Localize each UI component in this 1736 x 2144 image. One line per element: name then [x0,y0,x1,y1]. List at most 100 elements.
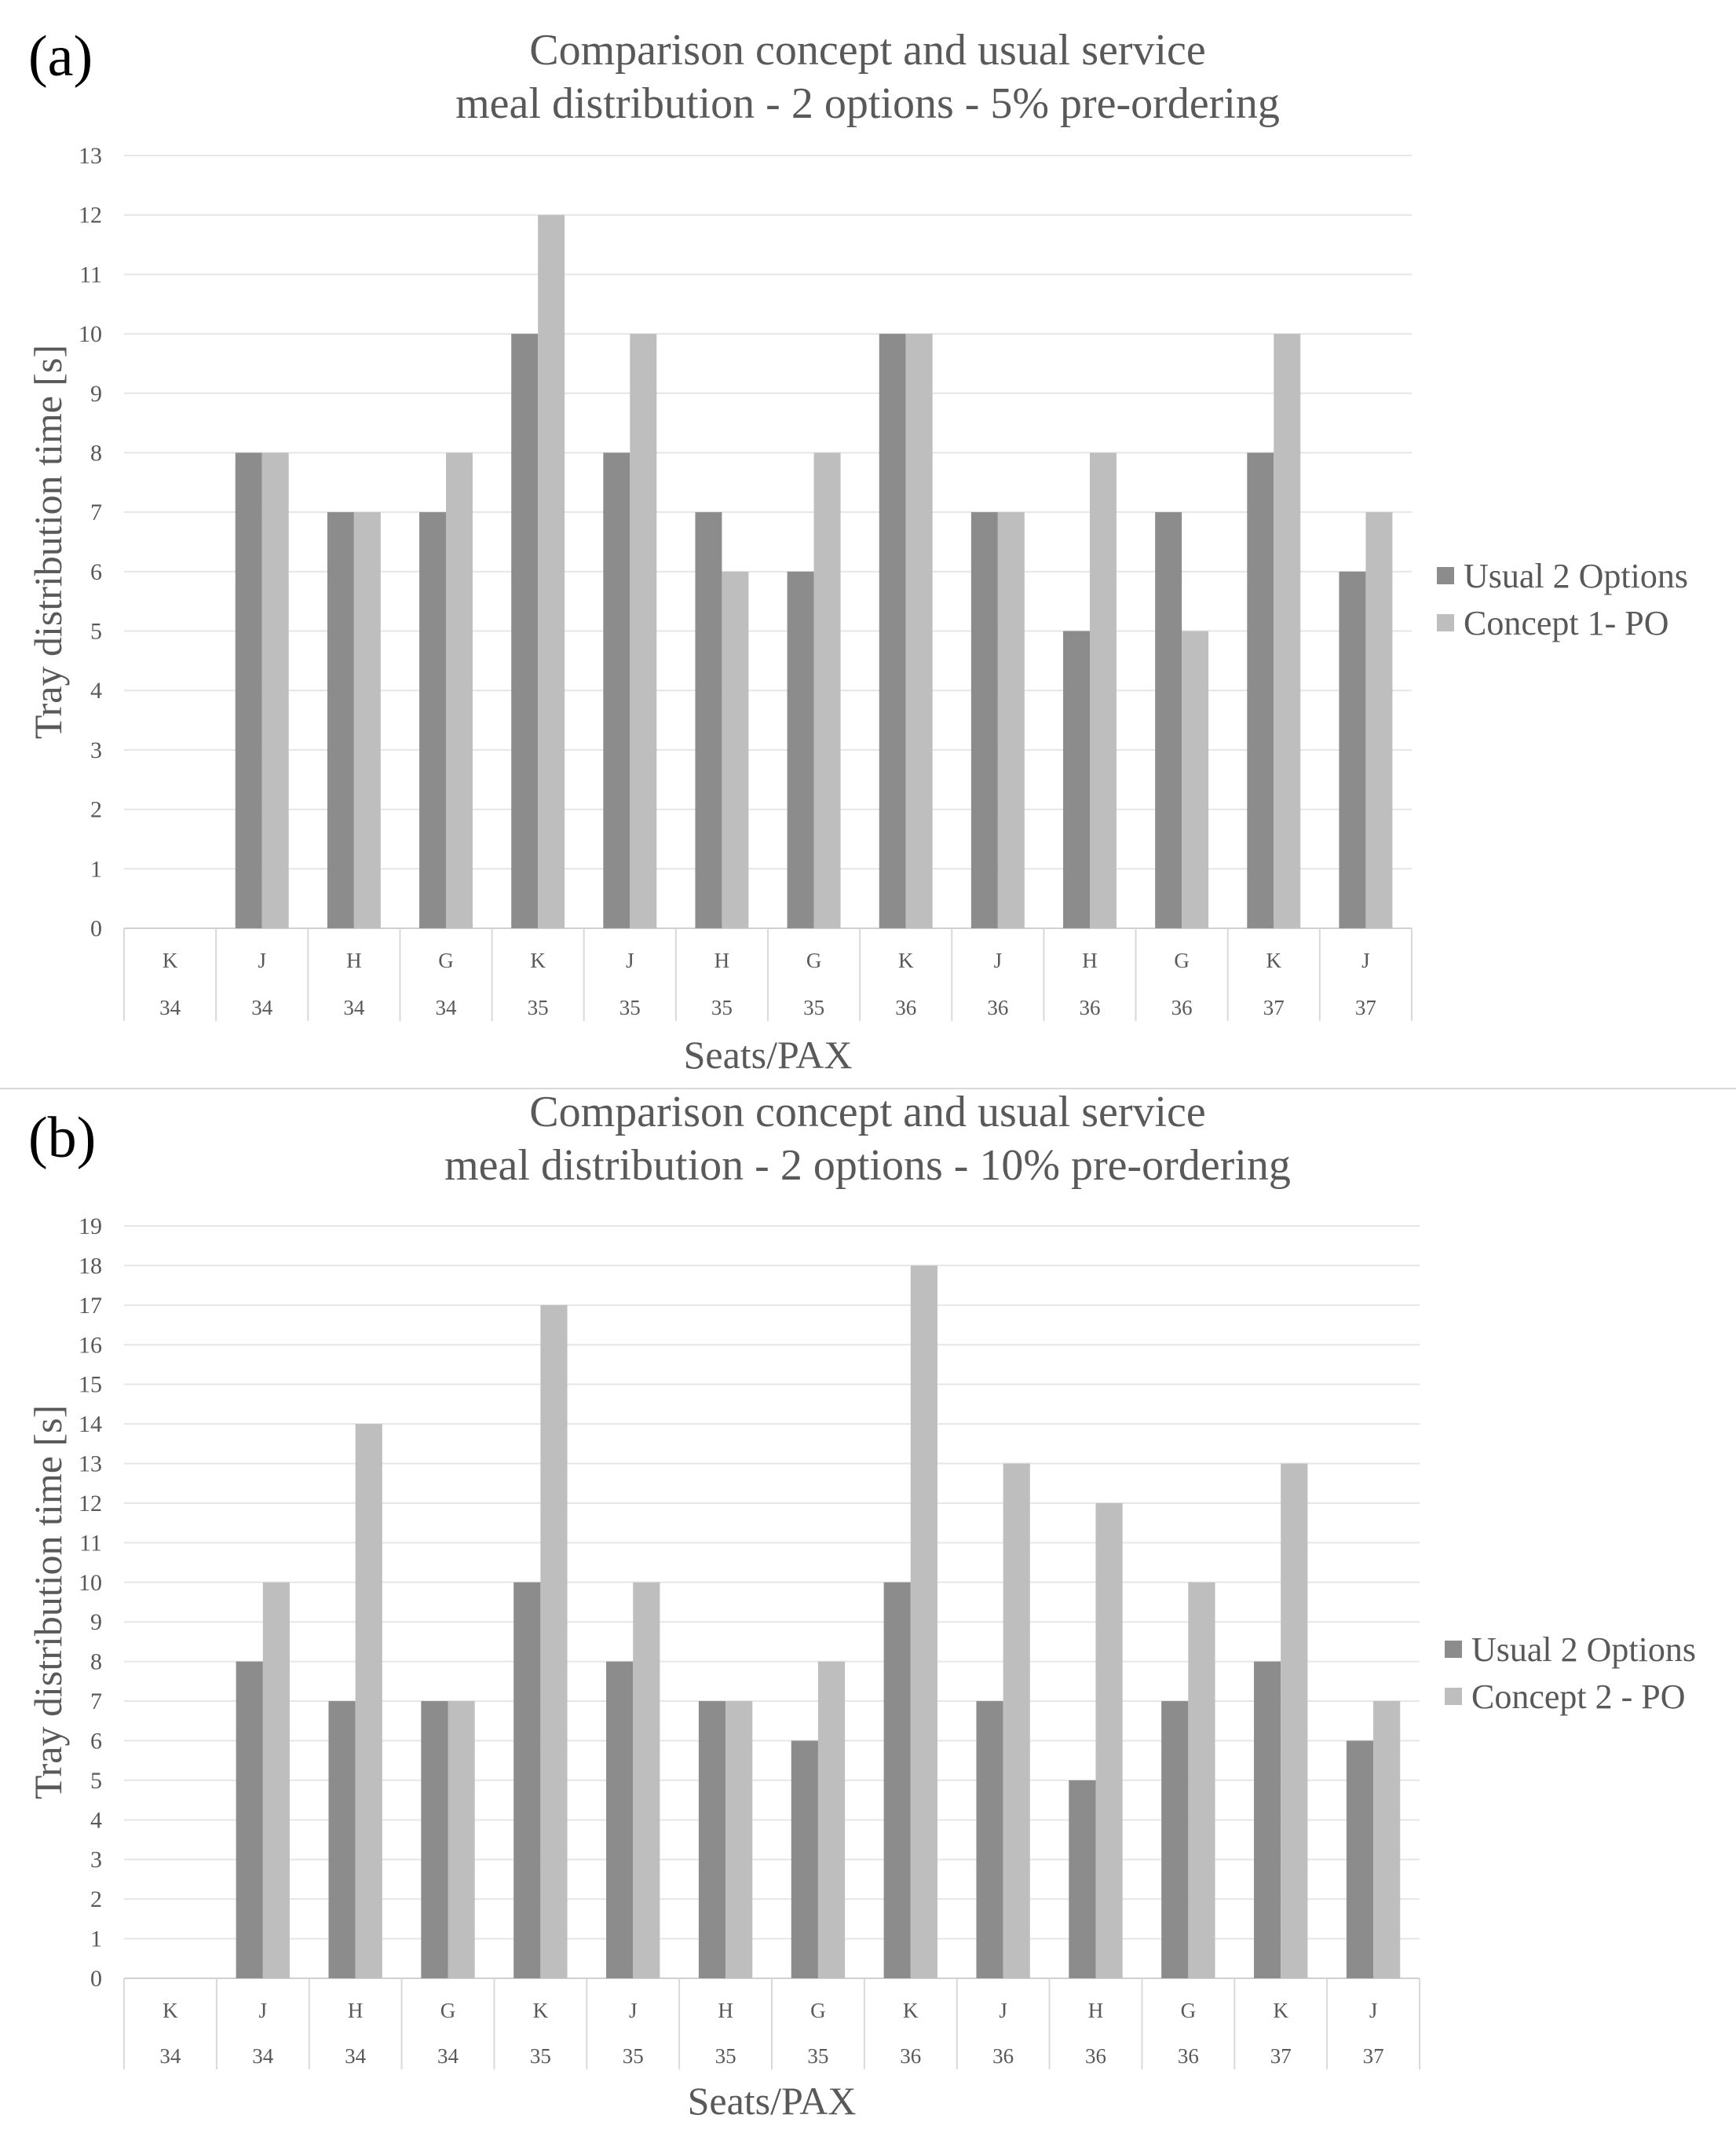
chart-a-xtick-seat-2: H [346,949,362,972]
chart-a-ytick-6: 6 [90,559,102,585]
chart-a-bar-usual-H34-2 [327,512,354,928]
chart-a-xtick-row-13: 37 [1355,996,1376,1019]
chart-a-ytick-11: 11 [79,262,102,287]
chart-b-xtick-seat-2: H [348,1999,364,2022]
chart-b-legend-swatch-concept [1445,1688,1462,1705]
chart-a-bar-concept-J35-5 [630,334,657,929]
chart-a-xtick-row-1: 34 [251,996,273,1019]
chart-a-bar-concept-J37-13 [1365,512,1393,928]
chart-a-xtick-row-5: 35 [619,996,641,1019]
chart-b-bar-concept-H34-2 [355,1424,382,1978]
chart-a-bar-usual-J37-13 [1339,571,1366,928]
chart-b-bar-concept-K36-8 [910,1265,937,1978]
chart-a-xtick-seat-10: H [1082,949,1098,972]
chart-b-ytick-7: 7 [90,1688,102,1714]
chart-a-xtick-row-0: 34 [159,996,181,1019]
chart-b-bar-usual-K35-4 [513,1582,541,1978]
chart-b-bar-usual-J34-1 [236,1661,263,1978]
chart-a-y-axis-title: Tray distribution time [s] [26,345,70,739]
chart-b-xtick-row-10: 36 [1085,2044,1106,2068]
chart-a-xtick-seat-0: K [163,949,178,972]
chart-b-ytick-8: 8 [90,1649,102,1675]
chart-a-ytick-7: 7 [90,499,102,525]
chart-b-ytick-16: 16 [79,1332,102,1358]
chart-a-bar-concept-K36-8 [905,334,933,929]
chart-a-xtick-seat-6: H [715,949,730,972]
chart-a-xtick-row-9: 36 [987,996,1008,1019]
chart-b-ytick-3: 3 [90,1847,102,1873]
chart-a-ytick-4: 4 [90,678,102,704]
chart-b-ytick-5: 5 [90,1768,102,1794]
chart-b-xtick-seat-6: H [718,1999,733,2022]
chart-panel-b: (b) Comparison concept and usual service… [0,1089,1736,2144]
chart-b-xtick-seat-4: K [533,1999,549,2022]
chart-b-xtick-row-0: 34 [159,2044,181,2068]
chart-b-bar-usual-J37-13 [1346,1740,1374,1978]
chart-a-ytick-12: 12 [79,203,102,229]
chart-b-bar-concept-G36-11 [1188,1582,1215,1978]
chart-b-xtick-seat-8: K [903,1999,919,2022]
chart-b-xtick-row-9: 36 [992,2044,1014,2068]
chart-b-ytick-4: 4 [90,1807,102,1833]
chart-a-bar-usual-K35-4 [511,334,539,929]
chart-b-ytick-10: 10 [79,1570,102,1596]
chart-a-legend-swatch-concept [1437,614,1454,631]
chart-b-ytick-17: 17 [79,1293,102,1319]
chart-a-ytick-8: 8 [90,440,102,466]
chart-b-xtick-seat-1: J [259,1999,268,2022]
chart-b-ytick-2: 2 [90,1886,102,1912]
chart-b-ytick-0: 0 [90,1966,102,1992]
chart-a-xtick-row-4: 35 [528,996,549,1019]
chart-b-svg: Comparison concept and usual service meal… [26,1089,1696,2123]
chart-a-ytick-1: 1 [90,856,102,882]
chart-b-bar-concept-J35-5 [633,1582,660,1978]
chart-b-xtick-seat-3: G [440,1999,456,2022]
chart-panel-a: (a) Comparison concept and usual service… [0,24,1736,1089]
chart-a-ytick-5: 5 [90,619,102,645]
chart-a-xtick-row-7: 35 [803,996,824,1019]
panel-label-a: (a) [28,24,93,89]
chart-a-xtick-seat-1: J [258,949,266,972]
chart-a-xtick-seat-4: K [530,949,546,972]
chart-a-bar-usual-G34-3 [419,512,446,928]
chart-a-ytick-0: 0 [90,916,102,942]
chart-a-xtick-row-10: 36 [1080,996,1101,1019]
chart-b-xtick-seat-9: J [999,1999,1007,2022]
chart-a-xtick-row-3: 34 [436,996,458,1019]
chart-b-bar-concept-H36-10 [1095,1502,1123,1978]
chart-b-bar-usual-J36-9 [976,1701,1003,1978]
chart-a-bar-concept-J34-1 [261,452,289,928]
chart-b-y-axis-title: Tray distribution time [s] [26,1405,70,1799]
chart-b-ytick-14: 14 [79,1411,102,1437]
chart-a-bar-usual-J35-5 [603,452,630,928]
chart-b-x-axis-title: Seats/PAX [688,2079,857,2123]
chart-b-bar-usual-K36-8 [883,1582,911,1978]
chart-a-title-line-1: Comparison concept and usual service [529,26,1206,75]
chart-b-xtick-row-8: 36 [900,2044,921,2068]
chart-b-legend-label-concept: Concept 2 - PO [1471,1678,1686,1716]
chart-a-xtick-seat-9: J [994,949,1003,972]
chart-b-ytick-9: 9 [90,1609,102,1635]
chart-b-xtick-row-5: 35 [623,2044,644,2068]
chart-b-xtick-seat-13: J [1369,1999,1378,2022]
chart-b-title-line-1: Comparison concept and usual service [529,1089,1206,1136]
chart-a-xtick-row-8: 36 [895,996,916,1019]
chart-a-x-axis-title: Seats/PAX [684,1033,853,1077]
chart-b-ytick-18: 18 [79,1253,102,1279]
chart-a-ytick-2: 2 [90,797,102,823]
chart-a-bar-concept-G34-3 [446,452,473,928]
chart-b-bar-concept-J37-13 [1373,1701,1401,1978]
chart-a-legend-label-usual: Usual 2 Options [1464,557,1688,595]
chart-b-legend-swatch-usual [1445,1641,1462,1658]
chart-a-title-line-2: meal distribution - 2 options - 5% pre-o… [455,79,1280,128]
chart-a-ytick-9: 9 [90,381,102,407]
chart-a-xtick-seat-11: G [1174,949,1190,972]
chart-b-ytick-11: 11 [79,1530,102,1556]
chart-a-ytick-13: 13 [79,143,102,169]
chart-a-bar-concept-H36-10 [1090,452,1117,928]
chart-a-bar-usual-K37-12 [1247,452,1274,928]
chart-a-bar-concept-K35-4 [538,214,565,928]
chart-a-bar-usual-H35-6 [695,512,722,928]
chart-b-xtick-row-12: 37 [1270,2044,1292,2068]
chart-b-xtick-row-3: 34 [437,2044,459,2068]
